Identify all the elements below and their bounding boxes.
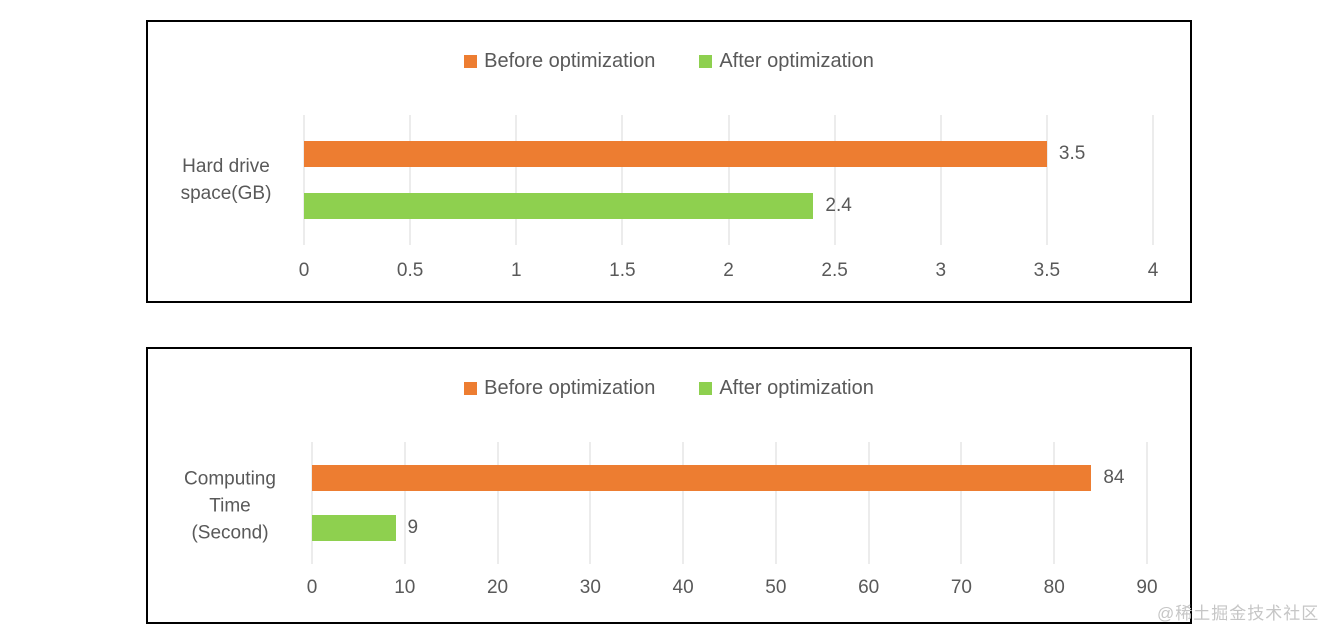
x-tick-label: 3.5 [1033, 260, 1061, 281]
data-label: 9 [407, 517, 419, 538]
gridline [515, 115, 517, 245]
bar-before-optimization [312, 465, 1092, 491]
plot-area: 84 9 [311, 442, 1148, 564]
gridline [1046, 115, 1048, 245]
gridline [868, 442, 870, 564]
bar-row: 84 [312, 465, 1147, 491]
legend-label-after: After optimization [719, 50, 874, 72]
bar-row: 2.4 [304, 193, 1153, 219]
legend-swatch-before-icon [464, 382, 478, 395]
legend-item-before: Before optimization [464, 50, 655, 73]
gridline [960, 442, 962, 564]
data-label: 3.5 [1058, 143, 1086, 164]
gridline [1152, 115, 1154, 245]
legend-label-after: After optimization [719, 377, 874, 399]
bar-row: 9 [312, 515, 1147, 541]
bar-after-optimization [304, 193, 814, 219]
category-axis-label: Hard drive space(GB) [180, 156, 272, 204]
x-tick-label: 10 [394, 577, 416, 598]
gridline [1146, 442, 1148, 564]
gridline [940, 115, 942, 245]
bar-after-optimization [312, 515, 396, 541]
gridline [404, 442, 406, 564]
x-tick-label: 70 [950, 577, 973, 598]
data-label: 84 [1103, 467, 1125, 488]
x-tick-label: 3 [935, 260, 947, 281]
legend: Before optimization After optimization [148, 50, 1190, 73]
data-label: 2.4 [825, 195, 852, 216]
x-axis-tick-labels: 0 0.5 1 1.5 2 2.5 3 3.5 4 [299, 260, 1159, 286]
gridline [409, 115, 411, 245]
legend-swatch-after-icon [699, 382, 713, 395]
x-tick-label: 40 [672, 577, 694, 598]
legend-swatch-before-icon [464, 55, 478, 68]
legend-item-before: Before optimization [464, 377, 655, 400]
x-tick-label: 20 [486, 577, 509, 598]
bar-row: 3.5 [304, 141, 1153, 167]
x-tick-label: 0 [306, 577, 318, 598]
legend-item-after: After optimization [699, 377, 874, 400]
bars-group: 3.5 2.4 [304, 115, 1153, 245]
legend-swatch-after-icon [699, 55, 713, 68]
gridline [621, 115, 623, 245]
x-tick-label: 90 [1136, 577, 1158, 598]
bars-group: 84 9 [312, 442, 1147, 564]
x-tick-label: 30 [579, 577, 601, 598]
x-tick-label: 4 [1147, 260, 1159, 281]
gridline [589, 442, 591, 564]
x-tick-label: 2.5 [821, 260, 848, 281]
gridline [1053, 442, 1055, 564]
x-tick-label: 0.5 [396, 260, 424, 281]
gridline [728, 115, 729, 245]
x-tick-label: 60 [858, 577, 880, 598]
x-tick-label: 80 [1043, 577, 1065, 598]
gridline [775, 442, 777, 564]
gridline [834, 115, 836, 245]
gridline [497, 442, 499, 564]
gridline [682, 442, 684, 564]
gridline [311, 442, 313, 564]
x-axis-tick-labels: 0 10 20 30 40 50 60 70 80 90 [307, 577, 1158, 603]
x-tick-label: 50 [765, 577, 787, 598]
computing-time-chart: Before optimization After optimization C… [146, 347, 1192, 624]
hard-drive-space-chart: Before optimization After optimization H… [146, 20, 1192, 303]
bar-before-optimization [304, 141, 1047, 167]
x-tick-label: 1.5 [609, 260, 636, 281]
x-tick-label: 0 [298, 260, 310, 281]
legend: Before optimization After optimization [148, 377, 1190, 400]
legend-label-before: Before optimization [484, 377, 656, 399]
category-axis-label: Computing Time (Second) [184, 468, 276, 544]
plot-area: 3.5 2.4 [303, 115, 1154, 245]
gridline [303, 115, 305, 245]
legend-label-before: Before optimization [484, 50, 656, 72]
legend-item-after: After optimization [699, 50, 874, 73]
x-tick-label: 1 [510, 260, 522, 281]
x-tick-label: 2 [723, 260, 734, 281]
site-watermark: @稀土掘金技术社区 [1157, 604, 1320, 623]
